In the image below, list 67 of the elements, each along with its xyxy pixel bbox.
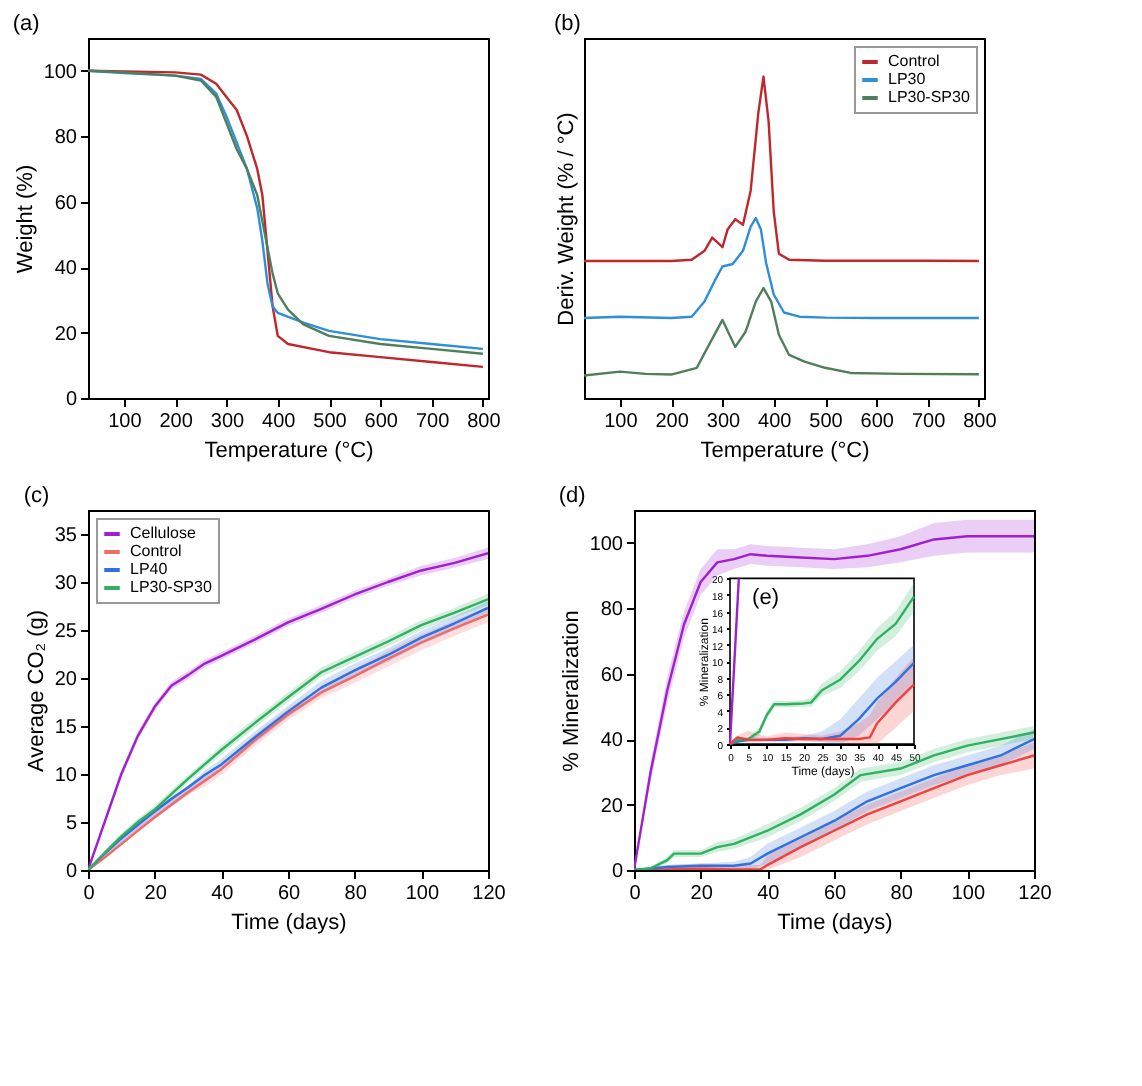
x-tick-label: 100 xyxy=(108,411,143,433)
legend-label: LP30 xyxy=(888,70,927,88)
x-tick-label: 80 xyxy=(344,883,368,905)
y-tick-label: 20 xyxy=(600,795,624,818)
x-axis-title: Time (days) xyxy=(231,911,347,935)
x-tick-label: 40 xyxy=(211,883,235,905)
x-tick-label: 400 xyxy=(758,411,793,433)
y-tick-label: 0 xyxy=(611,861,624,883)
y-tick-label: 20 xyxy=(54,669,78,691)
x-tick-label: 40 xyxy=(757,883,781,905)
y-tick-label: 80 xyxy=(600,599,624,622)
legend-label: Control xyxy=(888,52,941,70)
x-tick-label: 0 xyxy=(629,883,642,905)
x-tick-label: 600 xyxy=(860,411,895,433)
y-tick-label: 30 xyxy=(54,573,78,595)
x-tick-label: 80 xyxy=(890,883,914,905)
x-axis-title: Time (days) xyxy=(777,911,893,935)
x-tick-label: 700 xyxy=(911,411,947,433)
y-tick-label: 100 xyxy=(43,61,78,84)
chart-title: (c) xyxy=(23,484,50,508)
y-tick-label: 0 xyxy=(65,861,78,883)
chart-title: (b) xyxy=(554,12,581,36)
x-tick-label: 300 xyxy=(210,411,246,433)
x-tick-label: 300 xyxy=(706,411,742,433)
x-axis-title: Temperature (°C) xyxy=(700,439,870,463)
y-axis-title: Deriv. Weight (% / °C) xyxy=(555,112,579,326)
x-tick-label: 400 xyxy=(262,411,297,433)
chart-title: (a) xyxy=(12,12,40,36)
legend-label: Cellulose xyxy=(130,524,197,542)
x-tick-label: 200 xyxy=(159,411,194,433)
x-tick-label: 700 xyxy=(415,411,451,433)
x-tick-label: 500 xyxy=(313,411,348,433)
y-tick-label: 60 xyxy=(54,192,78,215)
y-axis-title: Average CO₂ (g) xyxy=(24,609,49,773)
y-tick-label: 5 xyxy=(65,813,78,835)
y-axis-title: % Mineralization xyxy=(559,610,584,772)
y-tick-label: 20 xyxy=(54,323,78,346)
legend-label: LP40 xyxy=(130,560,169,578)
x-tick-label: 500 xyxy=(809,411,844,433)
x-tick-label: 60 xyxy=(823,883,847,905)
x-tick-label: 200 xyxy=(655,411,690,433)
chart-title: (e) xyxy=(752,586,779,611)
x-tick-label: 20 xyxy=(144,883,168,905)
x-axis-title: Temperature (°C) xyxy=(204,439,374,463)
y-tick-label: 0 xyxy=(65,389,78,411)
legend-label: LP30-SP30 xyxy=(130,578,213,596)
x-tick-label: 100 xyxy=(951,883,986,905)
line-series xyxy=(728,683,916,746)
x-tick-label: 800 xyxy=(963,411,998,433)
chart-title: (d) xyxy=(558,484,586,508)
legend-label: LP30-SP30 xyxy=(888,88,971,106)
y-tick-label: 25 xyxy=(54,621,78,643)
x-tick-label: 0 xyxy=(83,883,96,905)
x-tick-label: 120 xyxy=(1018,883,1053,905)
y-axis-title: Weight (%) xyxy=(13,164,38,274)
y-tick-label: 60 xyxy=(600,664,624,687)
x-tick-label: 800 xyxy=(467,411,502,433)
x-tick-label: 60 xyxy=(277,883,301,905)
x-tick-label: 120 xyxy=(472,883,507,905)
x-tick-label: 100 xyxy=(405,883,440,905)
legend-label: Control xyxy=(130,542,183,560)
y-tick-label: 35 xyxy=(54,525,78,547)
y-tick-label: 40 xyxy=(54,258,78,281)
x-tick-label: 600 xyxy=(364,411,399,433)
y-tick-label: 15 xyxy=(54,717,78,739)
y-tick-label: 100 xyxy=(589,533,624,556)
y-tick-label: 80 xyxy=(54,127,78,150)
